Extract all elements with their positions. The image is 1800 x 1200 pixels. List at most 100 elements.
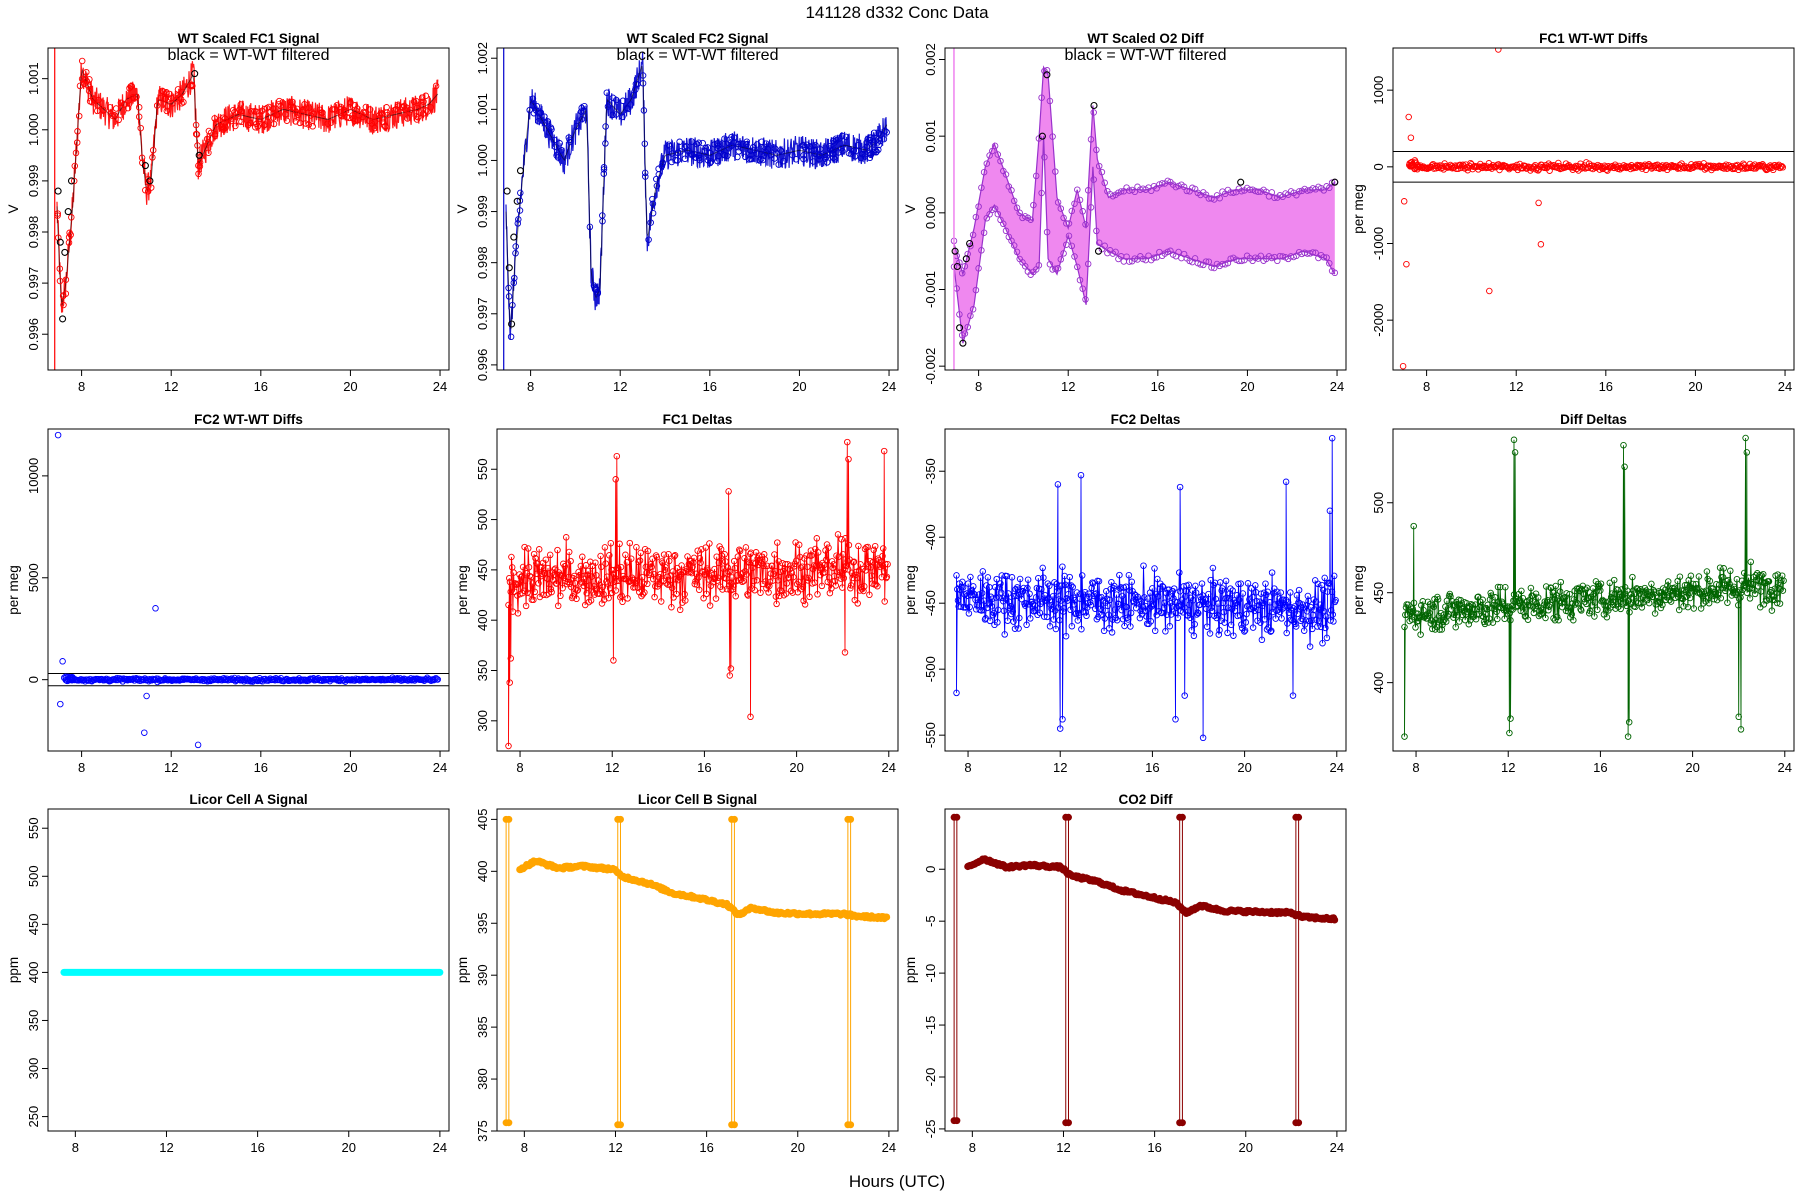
data-point [646, 569, 653, 577]
data-point [1687, 572, 1695, 580]
data-point [1101, 179, 1108, 187]
data-point [1448, 597, 1456, 605]
data-point [72, 149, 80, 157]
calibration-point [616, 815, 624, 823]
data-point [1106, 596, 1114, 604]
data-point [728, 574, 736, 581]
data-point [1070, 601, 1078, 608]
data-point [192, 130, 200, 138]
data-point [1095, 239, 1103, 246]
data-point [688, 569, 696, 577]
data-point [641, 169, 649, 177]
filtered-point [191, 70, 199, 78]
data-point [798, 563, 806, 570]
data-point [1093, 146, 1100, 154]
data-point [1146, 605, 1153, 612]
data-point [1296, 600, 1304, 607]
data-point [1722, 585, 1730, 592]
data-point [966, 603, 973, 611]
data-point [78, 57, 86, 65]
data-point [879, 545, 887, 552]
data-point [847, 584, 854, 592]
data-point [1040, 613, 1048, 620]
data-point [580, 108, 588, 115]
x-tick-label: 12 [164, 379, 178, 394]
data-point [789, 151, 796, 159]
y-tick-label: 300 [26, 1058, 41, 1080]
data-point [807, 547, 815, 554]
data-point [1174, 614, 1182, 622]
data-point [1239, 590, 1247, 597]
data-point [1214, 611, 1221, 619]
y-tick-label: 0.001 [923, 120, 938, 153]
data-point [663, 573, 671, 581]
data-point [546, 551, 554, 559]
data-point [1297, 617, 1304, 624]
calibration-point [616, 1121, 624, 1129]
data-point [972, 213, 980, 221]
data-point [872, 581, 880, 588]
data-point [1295, 188, 1303, 195]
data-point [613, 577, 620, 585]
y-tick-label: 400 [475, 860, 490, 882]
data-point [981, 597, 988, 604]
data-point [1113, 616, 1121, 624]
data-point [1151, 627, 1159, 635]
data-point [640, 107, 648, 114]
data-point [1059, 716, 1066, 723]
data-point [1320, 253, 1328, 261]
data-point [880, 447, 888, 455]
data-point [775, 161, 782, 168]
data-point [649, 575, 657, 583]
filtered-point [962, 255, 970, 263]
filtered-point [1237, 178, 1245, 186]
data-point [1577, 605, 1584, 613]
data-point [1436, 626, 1443, 633]
data-point [1117, 584, 1125, 591]
data-point [1292, 623, 1300, 630]
data-point [619, 97, 627, 105]
y-tick-label: 450 [26, 913, 41, 935]
panel-title: FC1 Deltas [663, 412, 733, 427]
data-point [1058, 582, 1065, 589]
data-point [149, 146, 157, 154]
data-point [229, 106, 237, 114]
data-point [1642, 166, 1650, 174]
y-tick-label: 400 [1371, 672, 1386, 694]
data-point [1000, 220, 1007, 228]
data-point [1529, 592, 1536, 600]
data-point [359, 113, 366, 121]
data-point [612, 587, 620, 594]
y-tick-label: 0.996 [475, 349, 490, 382]
data-point [1735, 595, 1743, 602]
data-point [391, 106, 398, 114]
data-point [231, 108, 238, 116]
data-point [1410, 522, 1417, 530]
data-point [544, 564, 552, 572]
data-point [153, 102, 161, 109]
data-point [1671, 584, 1679, 591]
data-point [771, 155, 778, 162]
data-point [174, 92, 181, 99]
data-point [624, 105, 632, 113]
data-point [144, 175, 152, 183]
data-point [1122, 583, 1130, 591]
x-tick-label: 16 [250, 1140, 264, 1155]
data-point [613, 452, 621, 460]
x-tick-label: 24 [1778, 379, 1792, 394]
data-point [830, 146, 837, 153]
data-point [346, 103, 353, 111]
data-point [969, 591, 976, 599]
data-point [327, 119, 335, 126]
data-point [1293, 592, 1301, 599]
data-point [1077, 471, 1085, 479]
data-point [633, 543, 640, 551]
data-point [999, 594, 1006, 602]
x-tick-label: 20 [343, 760, 357, 775]
data-point [883, 573, 891, 581]
data-point [695, 152, 703, 159]
data-point [1079, 608, 1087, 616]
data-point [1068, 207, 1076, 215]
data-point [552, 565, 559, 572]
data-point [556, 140, 563, 147]
